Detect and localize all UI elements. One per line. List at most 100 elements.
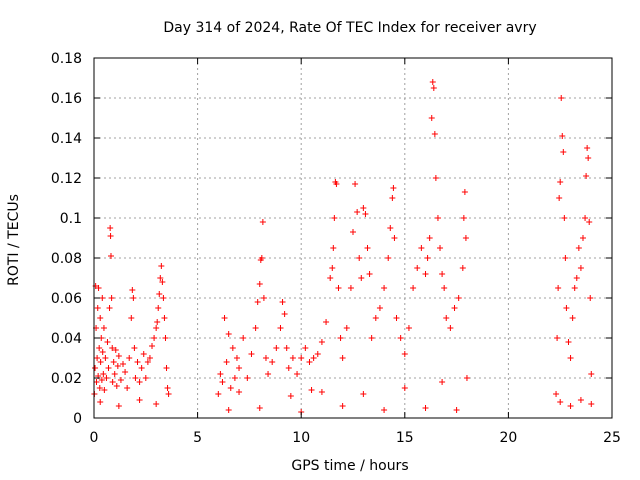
data-point — [343, 325, 350, 331]
data-point — [586, 219, 593, 225]
data-point — [140, 351, 147, 357]
data-point — [462, 235, 469, 241]
data-point — [159, 279, 166, 285]
data-point — [459, 265, 466, 271]
y-axis-label: ROTI / TECUs — [6, 194, 22, 286]
data-point — [155, 305, 162, 311]
data-point — [376, 305, 383, 311]
data-point — [100, 371, 107, 377]
data-point — [330, 245, 337, 251]
data-point — [153, 325, 160, 331]
x-tick-labels: 0 5 10 15 20 25 — [90, 430, 621, 446]
data-point — [314, 351, 321, 357]
data-point — [107, 253, 114, 259]
data-point — [225, 407, 232, 413]
data-point — [588, 371, 595, 377]
data-point — [352, 181, 359, 187]
data-point — [422, 271, 429, 277]
data-point — [327, 275, 334, 281]
data-point — [269, 359, 276, 365]
data-point — [455, 295, 462, 301]
data-point — [117, 377, 124, 383]
data-point — [451, 305, 458, 311]
data-point — [107, 225, 114, 231]
data-point — [563, 305, 570, 311]
data-point — [96, 345, 103, 351]
data-point — [434, 215, 441, 221]
data-point — [429, 79, 436, 85]
data-point — [265, 371, 272, 377]
axis-ticks — [93, 57, 613, 419]
data-point — [109, 345, 116, 351]
y-tick-label: 0 — [73, 411, 82, 427]
y-tick-labels: 0 0.02 0.04 0.06 0.08 0.1 0.12 0.14 0.16 0.18 — [51, 51, 82, 427]
data-point — [579, 235, 586, 241]
data-point — [279, 299, 286, 305]
data-point — [157, 275, 164, 281]
data-point — [99, 349, 106, 355]
data-point — [560, 149, 567, 155]
data-point — [158, 263, 165, 269]
x-tick-label: 15 — [396, 430, 414, 446]
data-point — [114, 363, 121, 369]
data-point — [287, 393, 294, 399]
data-point — [302, 345, 309, 351]
data-point — [160, 295, 167, 301]
x-tick-label: 10 — [292, 430, 310, 446]
data-point — [310, 355, 317, 361]
data-point — [561, 215, 568, 221]
data-point — [339, 403, 346, 409]
data-point — [389, 195, 396, 201]
data-point — [447, 325, 454, 331]
data-point — [289, 355, 296, 361]
data-point — [318, 339, 325, 345]
data-point — [329, 265, 336, 271]
data-point — [161, 315, 168, 321]
data-point — [227, 385, 234, 391]
data-point — [308, 387, 315, 393]
data-point — [122, 369, 129, 375]
data-point — [258, 255, 265, 261]
data-point — [107, 233, 114, 239]
data-point — [229, 345, 236, 351]
data-point — [165, 391, 172, 397]
data-point — [428, 115, 435, 121]
data-point — [128, 315, 135, 321]
data-point — [110, 359, 117, 365]
data-point — [285, 365, 292, 371]
data-point — [129, 287, 136, 293]
data-point — [262, 355, 269, 361]
data-point — [372, 315, 379, 321]
data-point — [582, 215, 589, 221]
data-point — [555, 285, 562, 291]
data-point — [573, 275, 580, 281]
data-point — [162, 335, 169, 341]
data-point — [151, 335, 158, 341]
data-point — [424, 255, 431, 261]
data-point — [131, 345, 138, 351]
data-point — [426, 235, 433, 241]
data-point — [588, 401, 595, 407]
x-axis-label: GPS time / hours — [291, 458, 408, 474]
data-point — [401, 351, 408, 357]
data-point — [94, 305, 101, 311]
data-point — [273, 345, 280, 351]
data-point — [368, 335, 375, 341]
data-point — [350, 229, 356, 235]
data-point — [102, 355, 109, 361]
data-point — [96, 385, 103, 391]
data-point — [385, 255, 392, 261]
data-point — [569, 315, 576, 321]
y-tick-label: 0.02 — [51, 371, 82, 387]
x-tick-label: 5 — [193, 430, 202, 446]
data-point — [360, 205, 367, 211]
data-point — [318, 389, 325, 395]
data-point — [381, 407, 388, 413]
data-point — [283, 345, 290, 351]
data-point — [134, 359, 141, 365]
data-point — [236, 365, 243, 371]
data-point — [94, 355, 101, 361]
data-point — [356, 255, 363, 261]
data-point — [393, 315, 400, 321]
